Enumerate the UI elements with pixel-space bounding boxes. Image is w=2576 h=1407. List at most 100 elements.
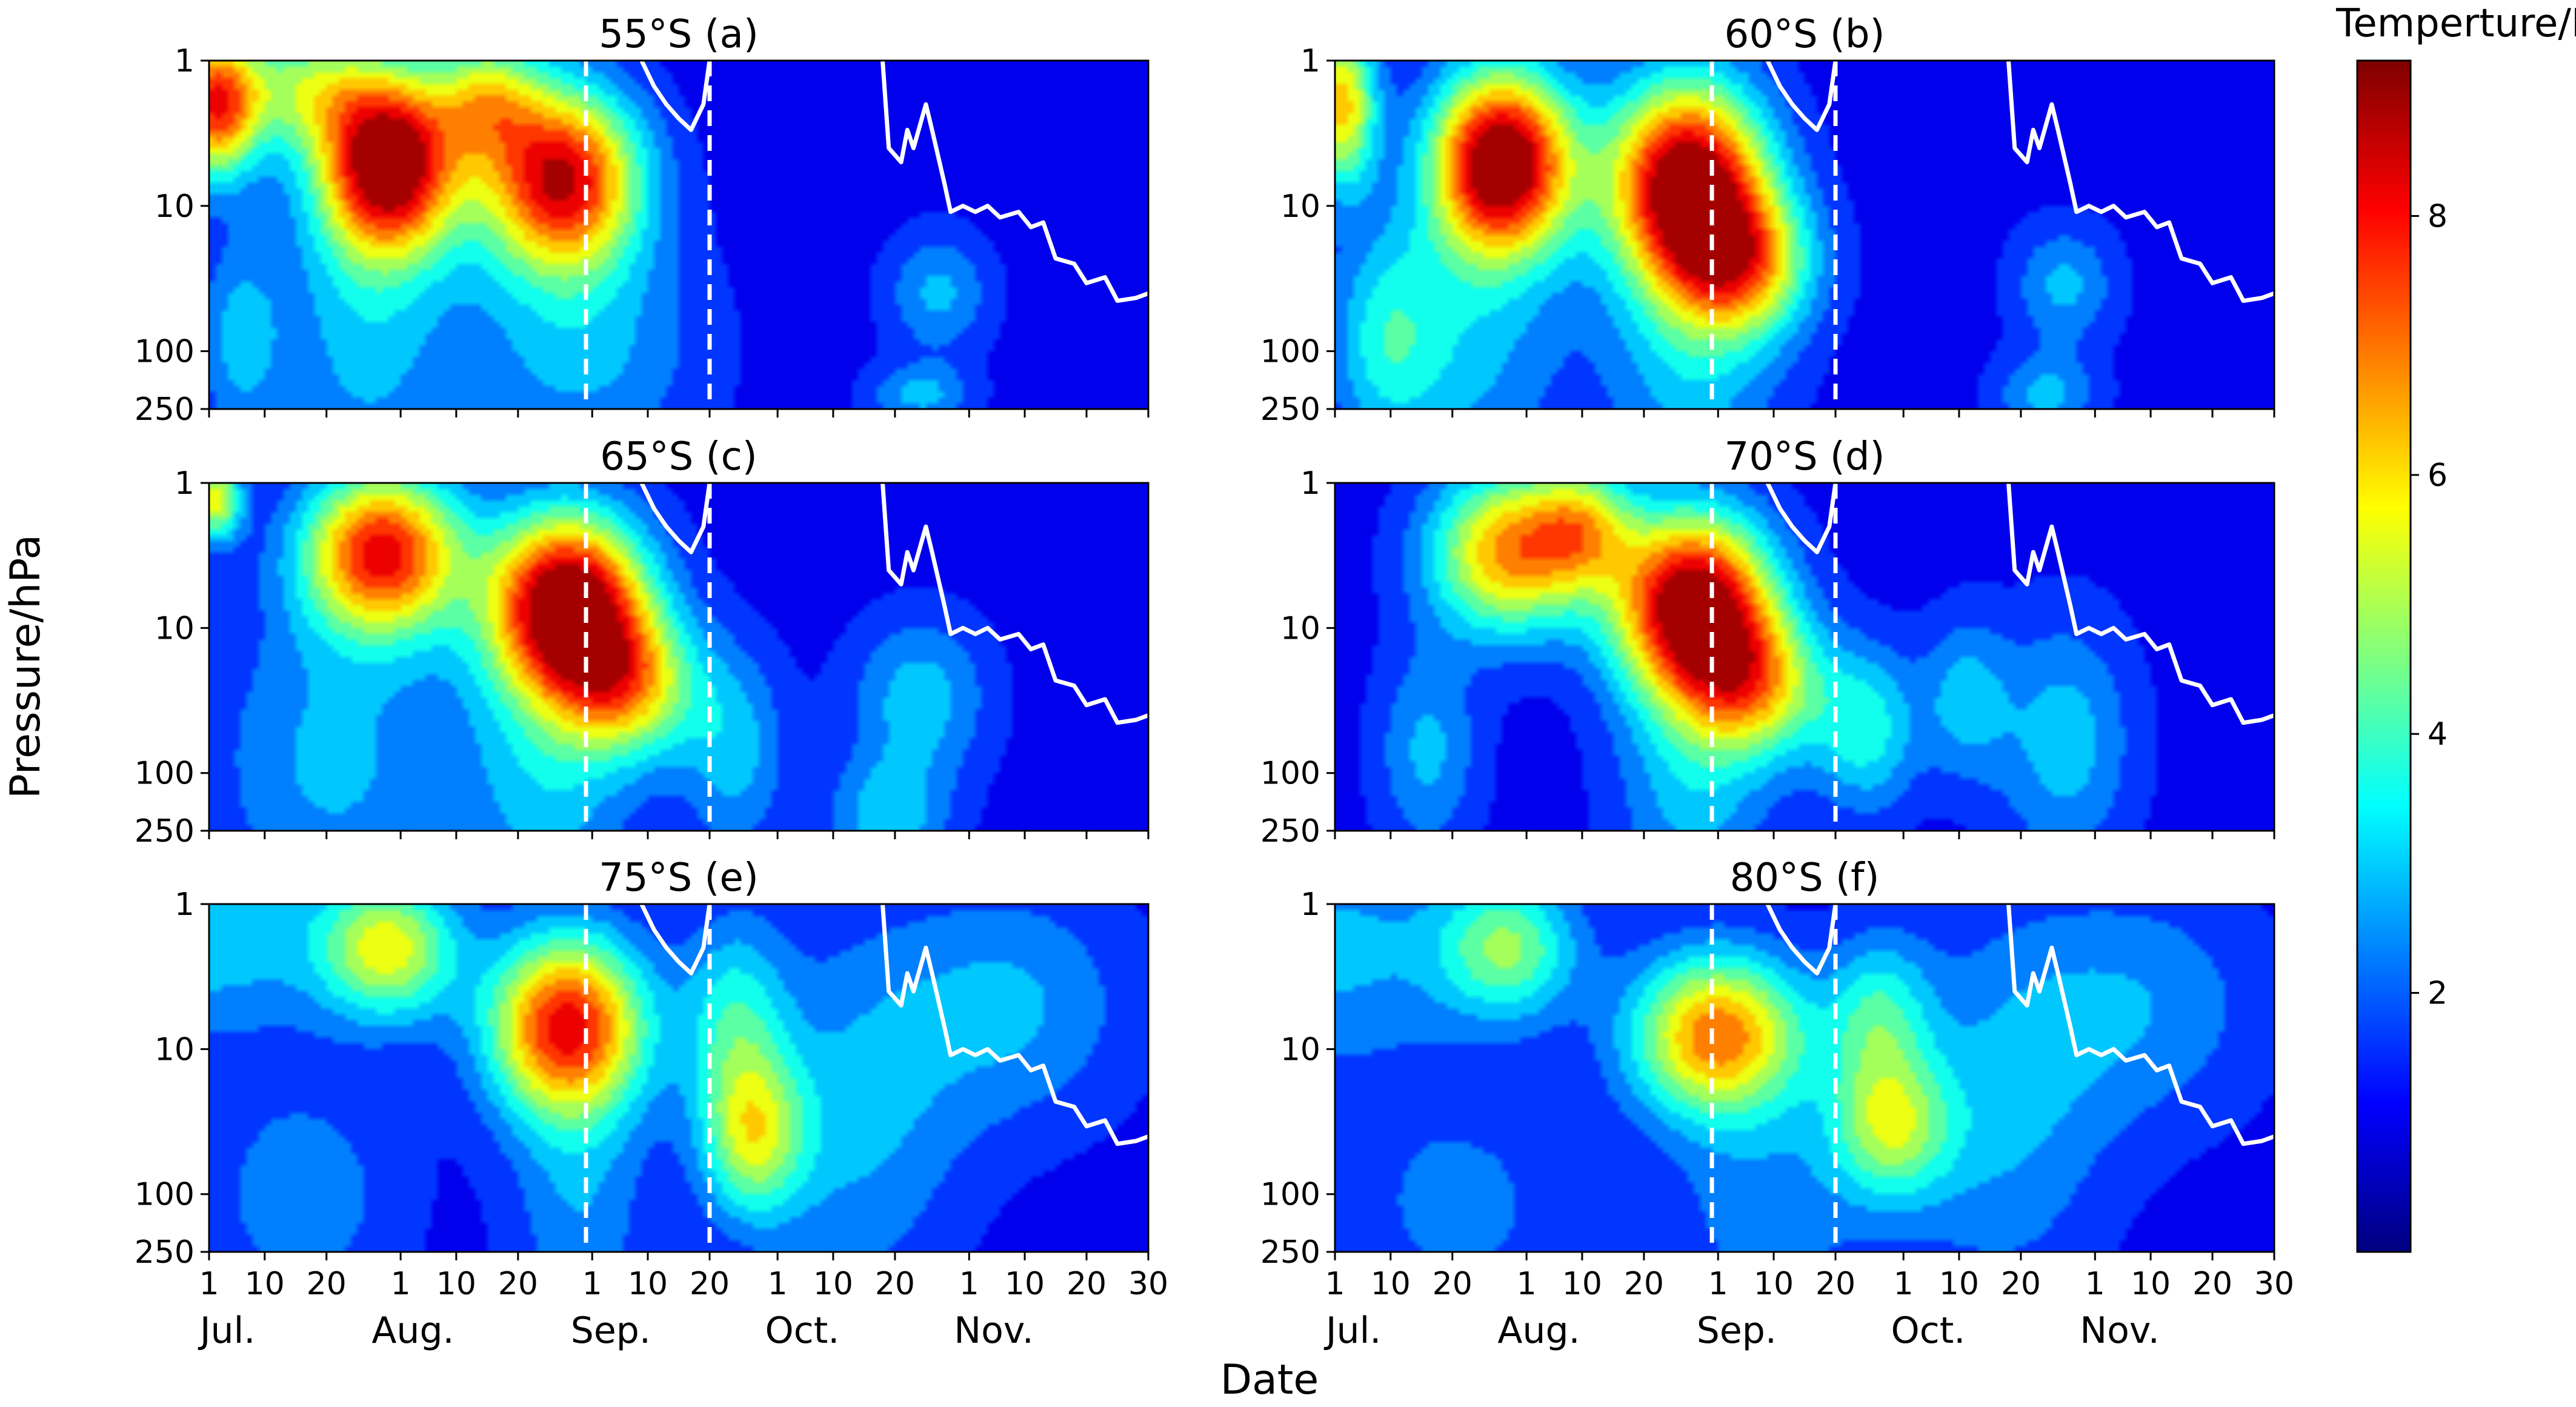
panel-4: 1 10 100 250 70°S (d): [1260, 434, 2275, 850]
x-tick-label: 10: [2131, 1266, 2171, 1302]
colorbar-segment: [2357, 950, 2411, 955]
tropopause-line: [639, 904, 1148, 1146]
panel-title: 55°S (a): [599, 12, 759, 57]
colorbar-segment: [2357, 565, 2411, 570]
y-tick-label: 250: [1260, 813, 1320, 850]
colorbar-segment: [2357, 473, 2411, 478]
colorbar-segment: [2357, 696, 2411, 700]
colorbar-segment: [2357, 362, 2411, 367]
colorbar-segment: [2357, 668, 2411, 673]
colorbar-segment: [2357, 124, 2411, 129]
colorbar-segment: [2357, 1049, 2411, 1054]
colorbar-segment: [2357, 176, 2411, 181]
colorbar-segment: [2357, 620, 2411, 625]
colorbar-segment: [2357, 104, 2411, 109]
colorbar-segment: [2357, 1172, 2411, 1177]
colorbar-segment: [2357, 755, 2411, 760]
colorbar-segment: [2357, 862, 2411, 868]
colorbar-segment: [2357, 585, 2411, 590]
y-tick-label: 100: [1260, 1177, 1320, 1213]
colorbar-segment: [2357, 128, 2411, 133]
x-tick-label: 1: [199, 1266, 219, 1302]
colorbar-segment: [2357, 616, 2411, 621]
x-tick-label: 10: [813, 1266, 853, 1302]
colorbar-segment: [2357, 588, 2411, 593]
colorbar-segment: [2357, 199, 2411, 204]
y-tick-label: 250: [1260, 391, 1320, 428]
heatmap-field: [1335, 61, 2274, 409]
colorbar-segment: [2357, 1240, 2411, 1245]
colorbar-segment: [2357, 799, 2411, 804]
month-label: Sep.: [1697, 1309, 1777, 1352]
y-tick-label: 100: [135, 1177, 195, 1213]
panel-title: 75°S (e): [599, 856, 759, 900]
y-tick-label: 1: [175, 465, 195, 502]
x-tick-label: 10: [1005, 1266, 1045, 1302]
colorbar-segment: [2357, 847, 2411, 851]
colorbar-segment: [2357, 342, 2411, 347]
month-label: Jul.: [1323, 1309, 1381, 1352]
colorbar-segment: [2357, 1100, 2411, 1106]
colorbar-segment: [2357, 1188, 2411, 1193]
colorbar-tick-label: 4: [2428, 716, 2448, 753]
colorbar-segment: [2357, 243, 2411, 248]
panel-title: 65°S (c): [600, 434, 757, 479]
colorbar-segment: [2357, 350, 2411, 355]
colorbar-segment: [2357, 207, 2411, 212]
colorbar-segment: [2357, 1005, 2411, 1011]
colorbar-tick-label: 2: [2428, 976, 2448, 1012]
colorbar-segment: [2357, 148, 2411, 153]
colorbar-segment: [2357, 1117, 2411, 1122]
x-axis-label: Date: [1220, 1356, 1319, 1404]
x-tick-label: 30: [1128, 1266, 1168, 1302]
colorbar-segment: [2357, 656, 2411, 661]
x-tick-label: 1: [391, 1266, 411, 1302]
colorbar-segment: [2357, 1057, 2411, 1062]
colorbar-segment: [2357, 219, 2411, 224]
colorbar-segment: [2357, 299, 2411, 304]
x-tick-label: 20: [1816, 1266, 1855, 1302]
colorbar-segment: [2357, 294, 2411, 299]
colorbar-segment: [2357, 1220, 2411, 1225]
colorbar-segment: [2357, 1133, 2411, 1137]
colorbar-segment: [2357, 1109, 2411, 1114]
heatmap-field: [209, 904, 1148, 1252]
colorbar-segment: [2357, 136, 2411, 141]
colorbar-segment: [2357, 156, 2411, 161]
tropopause-line: [1765, 61, 2274, 303]
colorbar-segment: [2357, 394, 2411, 399]
colorbar-segment: [2357, 636, 2411, 641]
colorbar-segment: [2357, 1160, 2411, 1165]
colorbar-segment: [2357, 1236, 2411, 1241]
colorbar-segment: [2357, 545, 2411, 550]
y-tick-label: 1: [175, 886, 195, 923]
colorbar-segment: [2357, 159, 2411, 165]
colorbar-segment: [2357, 795, 2411, 800]
colorbar-segment: [2357, 1037, 2411, 1042]
colorbar-segment: [2357, 282, 2411, 288]
colorbar-segment: [2357, 1081, 2411, 1086]
colorbar-segment: [2357, 493, 2411, 498]
colorbar-segment: [2357, 1097, 2411, 1102]
colorbar-segment: [2357, 708, 2411, 713]
panel-2: 1 10 100 250 60°S (b): [1260, 12, 2275, 428]
colorbar-segment: [2357, 334, 2411, 339]
colorbar-segment: [2357, 834, 2411, 840]
colorbar-segment: [2357, 723, 2411, 728]
colorbar-tick-label: 6: [2428, 457, 2448, 494]
colorbar-segment: [2357, 560, 2411, 566]
x-tick-label: 10: [628, 1266, 668, 1302]
month-label: Jul.: [198, 1309, 255, 1352]
colorbar-segment: [2357, 914, 2411, 919]
colorbar-segment: [2357, 751, 2411, 756]
colorbar-segment: [2357, 1148, 2411, 1153]
colorbar-segment: [2357, 501, 2411, 506]
colorbar-segment: [2357, 1045, 2411, 1050]
colorbar-segment: [2357, 906, 2411, 911]
colorbar-segment: [2357, 600, 2411, 605]
month-label: Nov.: [954, 1309, 1034, 1352]
colorbar-segment: [2357, 417, 2411, 423]
y-tick-label: 100: [1260, 334, 1320, 370]
colorbar-segment: [2357, 827, 2411, 832]
x-tick-label: 20: [2192, 1266, 2232, 1302]
